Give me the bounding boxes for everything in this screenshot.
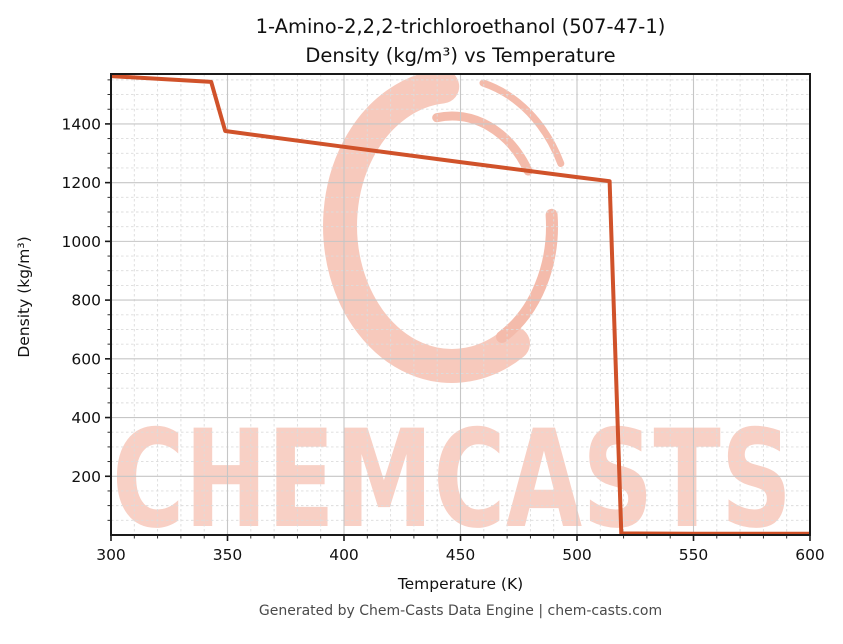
y-tick-label: 200: [71, 468, 101, 486]
watermark-logo: [323, 74, 565, 383]
chart-title-line2: Density (kg/m³) vs Temperature: [305, 44, 616, 67]
y-tick-label: 1200: [62, 174, 101, 192]
chart-title: 1-Amino-2,2,2-trichloroethanol (507-47-1…: [111, 12, 810, 70]
density-series-line: [111, 74, 810, 535]
footer-credit: Generated by Chem-Casts Data Engine | ch…: [258, 603, 663, 619]
y-tick-label: 1400: [62, 115, 101, 133]
watermark-text: CHEMCASTS: [112, 401, 792, 558]
x-tick-labels: 300 350 400 450 500 550 600: [96, 546, 825, 564]
y-tick-label: 1000: [62, 233, 101, 251]
chart-title-line1: 1-Amino-2,2,2-trichloroethanol (507-47-1…: [255, 15, 666, 38]
axis-ticks: [105, 79, 811, 541]
x-tick-label: 300: [96, 546, 126, 564]
y-tick-label: 400: [71, 409, 101, 427]
y-axis-label: Density (kg/m³): [15, 236, 33, 358]
x-tick-label: 450: [446, 546, 476, 564]
y-tick-label: 600: [71, 350, 101, 368]
y-tick-labels: 200 400 600 800 1000 1200 1400: [62, 115, 101, 485]
x-tick-label: 500: [562, 546, 592, 564]
x-tick-label: 600: [795, 546, 825, 564]
watermark: CHEMCASTS: [112, 74, 792, 558]
y-tick-label: 800: [71, 292, 101, 310]
x-axis-label: Temperature (K): [397, 575, 524, 593]
x-tick-label: 550: [679, 546, 709, 564]
x-tick-label: 400: [329, 546, 359, 564]
x-tick-label: 350: [213, 546, 243, 564]
